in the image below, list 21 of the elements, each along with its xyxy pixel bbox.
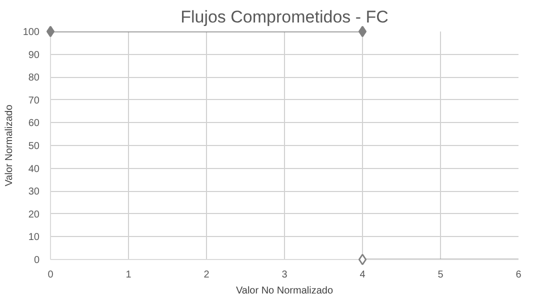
- y-tick-label: 50: [28, 141, 40, 152]
- x-tick-label: 6: [516, 270, 522, 280]
- y-tick-label: 100: [22, 27, 40, 38]
- y-tick-label: 60: [28, 118, 40, 130]
- chart-title: Flujos Comprometidos - FC: [180, 8, 388, 26]
- y-axis-title: Valor Normalizado: [4, 104, 15, 186]
- x-tick-label: 0: [48, 270, 54, 280]
- y-tick-label: 10: [28, 232, 40, 244]
- x-tick-label: 1: [126, 270, 132, 280]
- y-tick-label: 70: [28, 95, 40, 106]
- y-tick-label: 80: [28, 72, 40, 84]
- y-tick-label: 40: [28, 164, 40, 175]
- x-tick-label: 2: [204, 270, 210, 280]
- y-tick-label: 0: [34, 255, 40, 266]
- y-tick-label: 20: [28, 209, 40, 220]
- x-tick-label: 5: [438, 270, 444, 280]
- x-tick-label: 4: [360, 270, 366, 280]
- y-tick-label: 90: [28, 50, 40, 61]
- x-tick-label: 3: [282, 270, 288, 280]
- x-axis-title: Valor No Normalizado: [236, 286, 334, 296]
- y-tick-label: 30: [28, 186, 40, 198]
